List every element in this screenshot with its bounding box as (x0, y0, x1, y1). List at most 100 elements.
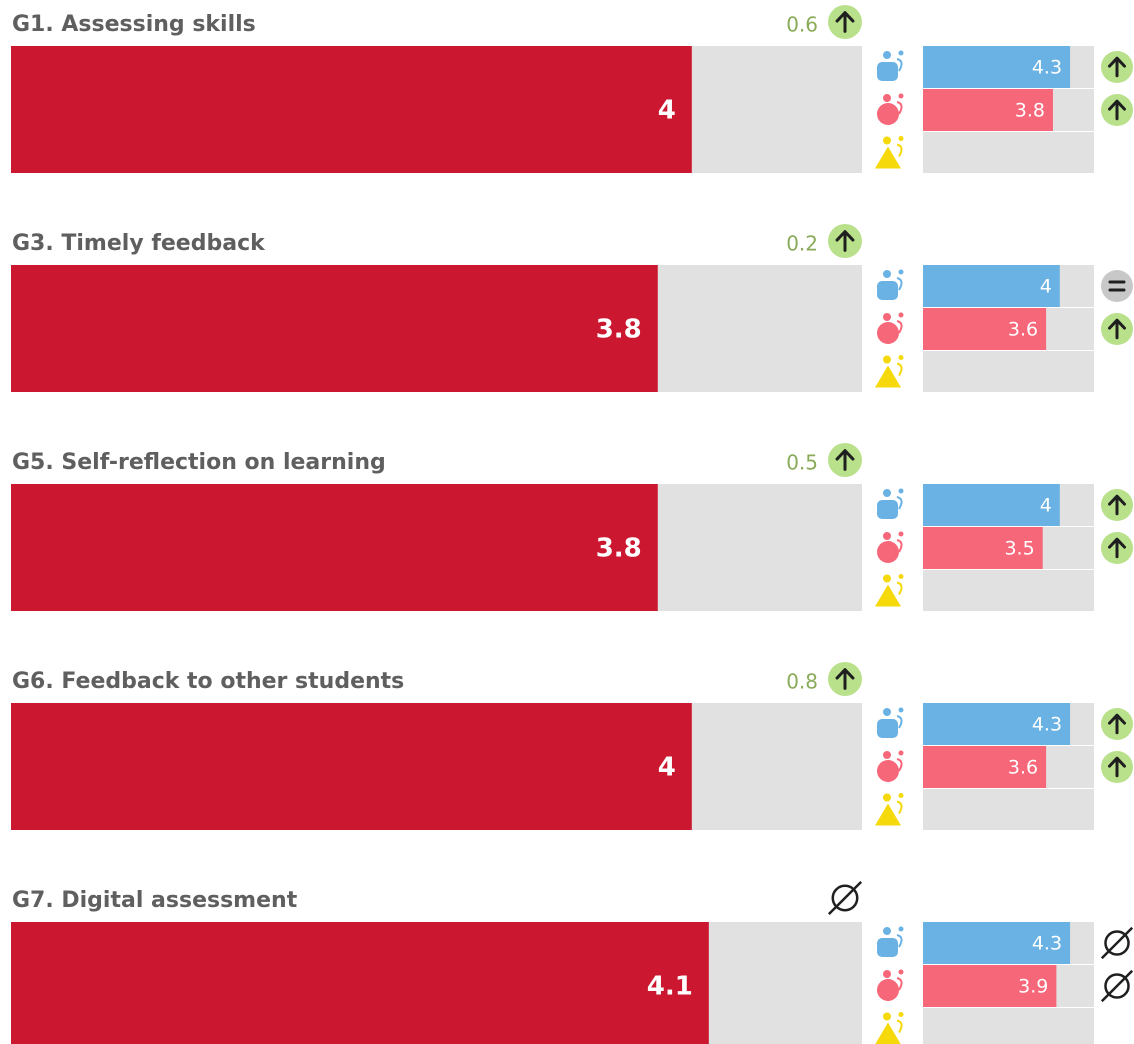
trend-arrow (1108, 99, 1126, 121)
icon-arc (896, 101, 903, 115)
item-title: G3. Timely feedback (12, 231, 266, 256)
group-bar-label: 4.3 (1032, 57, 1062, 79)
trend-arrow (1108, 318, 1126, 340)
icon-body (877, 979, 899, 1001)
icon-body (877, 103, 899, 125)
icon-head (883, 793, 891, 802)
icon-dot (898, 488, 904, 494)
bar (11, 703, 692, 830)
icon-dot (898, 269, 904, 275)
icon-head (883, 489, 891, 497)
group-bar-label: 3.6 (1008, 757, 1038, 779)
bar (11, 46, 692, 173)
icon-arc (896, 496, 903, 510)
trend-arrow (1108, 756, 1126, 778)
icon-head (883, 51, 891, 59)
icon-body (877, 760, 899, 782)
icon-arc (896, 934, 903, 948)
group-bar (923, 46, 1071, 88)
group-bar (923, 89, 1053, 131)
trend-arrow (1108, 494, 1126, 516)
trend-arrow (1108, 537, 1126, 559)
group-icon (875, 574, 904, 607)
icon-body (875, 803, 901, 826)
icon-head (883, 927, 891, 935)
icon-dot (898, 707, 904, 713)
group-bar (923, 265, 1060, 307)
trend-arrow (835, 11, 855, 33)
icon-dot (898, 50, 904, 56)
group-track (923, 570, 1094, 611)
group-track (923, 132, 1094, 173)
icon-arc (896, 581, 903, 596)
trend-circle (1101, 270, 1133, 302)
icon-arc (896, 539, 903, 553)
bar-label: 3.8 (596, 534, 642, 564)
trend-icon (1101, 489, 1133, 521)
trend-none-slash (1100, 969, 1134, 1003)
trend-icon (828, 662, 862, 696)
group-bar-label: 4 (1040, 495, 1052, 517)
trend-equal (1108, 280, 1126, 292)
group-icon (877, 750, 904, 782)
group-icon (877, 531, 904, 563)
item-title: G7. Digital assessment (12, 888, 298, 913)
group-track (923, 789, 1094, 830)
trend-arrow (1108, 56, 1126, 78)
trend-icon (1101, 51, 1133, 83)
icon-body (877, 938, 898, 957)
icon-head (883, 94, 891, 102)
change-label: 0.2 (786, 232, 818, 256)
icon-arc (896, 977, 903, 991)
icon-head (883, 1012, 891, 1021)
group-bar (923, 703, 1071, 745)
group-bar-label: 4 (1040, 276, 1052, 298)
group-bar (923, 965, 1057, 1007)
change-label: 0.5 (786, 451, 818, 475)
icon-dot (898, 136, 904, 141)
icon-head (883, 708, 891, 716)
trend-arrow (835, 449, 855, 471)
trend-arrow (1108, 713, 1126, 735)
icon-arc (896, 277, 903, 291)
trend-icon (1101, 270, 1133, 302)
group-bar-label: 3.5 (1004, 538, 1034, 560)
icon-head (883, 313, 891, 321)
item-title: G6. Feedback to other students (12, 669, 404, 694)
icon-head (883, 270, 891, 278)
icon-dot (898, 969, 904, 975)
trend-arrow (835, 230, 855, 252)
icon-arc (896, 362, 903, 377)
trend-icon (1100, 926, 1134, 960)
trend-icon (828, 443, 862, 477)
icon-body (875, 1022, 901, 1044)
trend-arrow (835, 668, 855, 690)
group-icon (875, 1012, 904, 1044)
trend-icon (1100, 969, 1134, 1003)
group-icon (877, 969, 904, 1001)
group-track (923, 1008, 1094, 1044)
bar (11, 265, 658, 392)
icon-dot (898, 926, 904, 932)
icon-head (883, 574, 891, 583)
bar-label: 4.1 (647, 972, 693, 1002)
icon-body (875, 584, 901, 607)
trend-none (831, 884, 859, 912)
icon-dot (898, 93, 904, 99)
bar-label: 4 (658, 753, 676, 783)
group-icon (877, 488, 904, 519)
icon-head (883, 751, 891, 759)
trend-icon (1101, 708, 1133, 740)
trend-none-slash (827, 880, 863, 916)
group-icon (875, 136, 904, 169)
group-icon (877, 926, 904, 957)
icon-dot (898, 531, 904, 537)
icon-head (883, 136, 891, 145)
group-track (923, 351, 1094, 392)
group-icon (877, 93, 904, 125)
group-icon (877, 312, 904, 344)
group-bar-label: 3.6 (1008, 319, 1038, 341)
group-bar-label: 3.9 (1018, 976, 1048, 998)
icon-arc (896, 58, 903, 72)
